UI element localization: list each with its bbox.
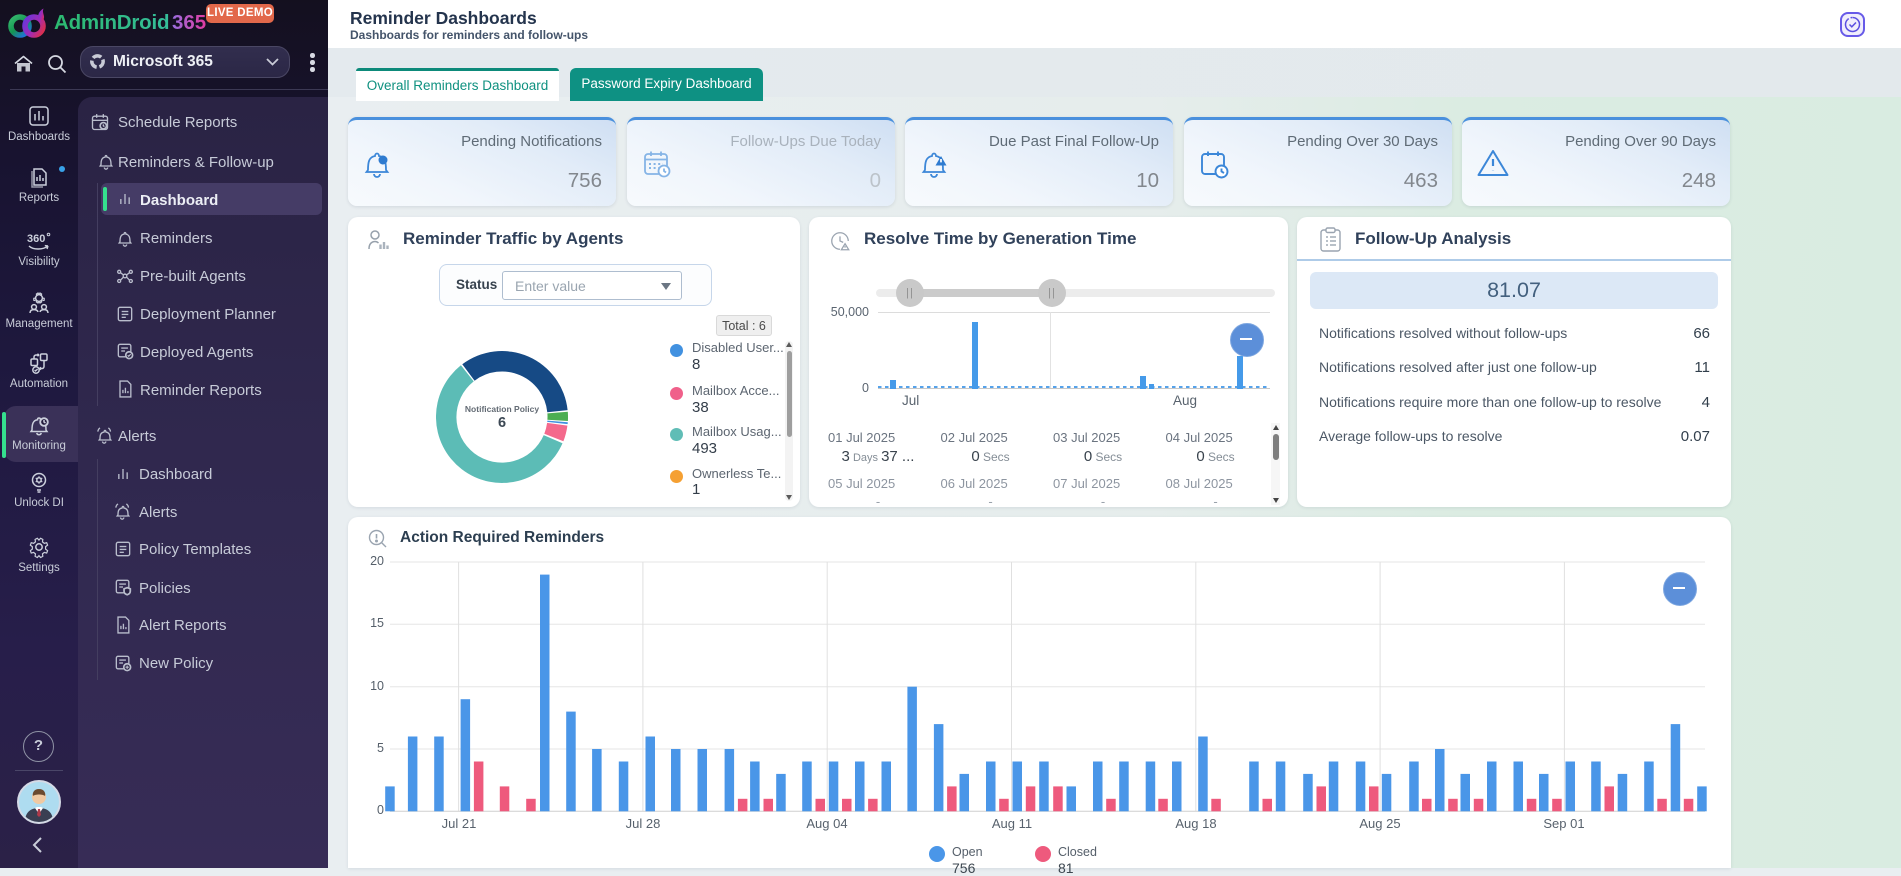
svg-text:360: 360: [27, 233, 45, 245]
